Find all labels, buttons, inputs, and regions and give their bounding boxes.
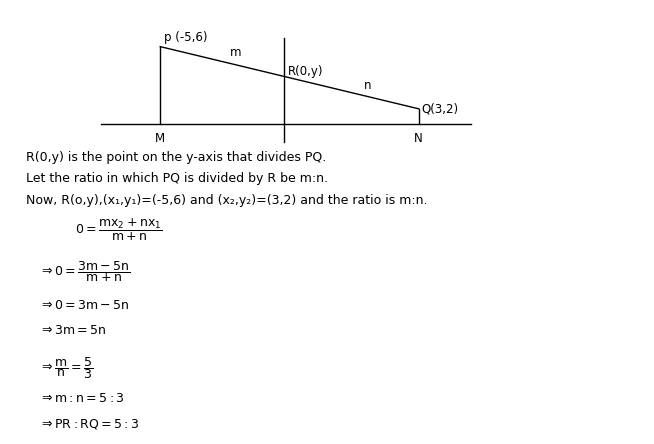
- Text: n: n: [364, 79, 371, 92]
- Text: $\mathrm{\Rightarrow 0 = 3m - 5n}$: $\mathrm{\Rightarrow 0 = 3m - 5n}$: [39, 299, 130, 312]
- Text: $\mathrm{\Rightarrow 0 = \dfrac{3m - 5n}{m + n}}$: $\mathrm{\Rightarrow 0 = \dfrac{3m - 5n}…: [39, 259, 131, 284]
- Text: p (-5,6): p (-5,6): [164, 32, 207, 44]
- Text: R(0,y): R(0,y): [288, 65, 323, 78]
- Text: Q(3,2): Q(3,2): [422, 102, 459, 115]
- Text: $\mathrm{\Rightarrow 3m = 5n}$: $\mathrm{\Rightarrow 3m = 5n}$: [39, 324, 107, 337]
- Text: R(0,y) is the point on the y-axis that divides PQ.: R(0,y) is the point on the y-axis that d…: [26, 151, 326, 164]
- Text: $\mathrm{\Rightarrow \dfrac{m}{n} = \dfrac{5}{3}}$: $\mathrm{\Rightarrow \dfrac{m}{n} = \dfr…: [39, 355, 94, 381]
- Text: N: N: [414, 132, 423, 145]
- Text: m: m: [230, 46, 241, 59]
- Text: M: M: [155, 132, 165, 145]
- Text: $\mathrm{\Rightarrow m : n = 5 : 3}$: $\mathrm{\Rightarrow m : n = 5 : 3}$: [39, 392, 125, 405]
- Text: Let the ratio in which PQ is divided by R be m:n.: Let the ratio in which PQ is divided by …: [26, 172, 328, 185]
- Text: $\mathrm{\Rightarrow PR : RQ = 5 : 3}$: $\mathrm{\Rightarrow PR : RQ = 5 : 3}$: [39, 417, 140, 431]
- Text: $\mathrm{0 = \dfrac{mx_2 + nx_1}{m + n}}$: $\mathrm{0 = \dfrac{mx_2 + nx_1}{m + n}}…: [75, 217, 163, 243]
- Text: Now, R(o,y),(x₁,y₁)=(-5,6) and (x₂,y₂)=(3,2) and the ratio is m:n.: Now, R(o,y),(x₁,y₁)=(-5,6) and (x₂,y₂)=(…: [26, 194, 428, 206]
